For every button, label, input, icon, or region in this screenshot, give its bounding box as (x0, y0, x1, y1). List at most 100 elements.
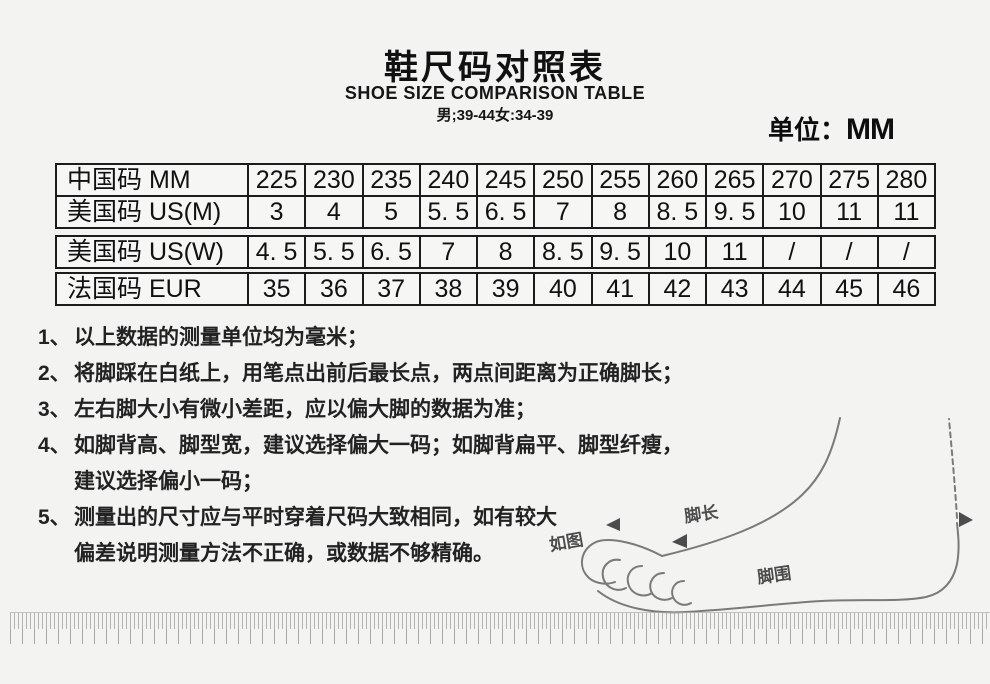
size-cell: 230 (304, 163, 364, 197)
size-cell: 225 (246, 163, 307, 197)
size-row-label: 中国码 MM (55, 163, 249, 197)
size-cell: 43 (704, 272, 765, 306)
size-cell: 11 (819, 195, 879, 229)
note-number: 2、 (38, 362, 71, 385)
note-text: 左右脚大小有微小差距，应以偏大脚的数据为准； (74, 398, 536, 421)
size-table-block-china-usm: 中国码 MM 225 230 235 240 245 250 255 260 265 270 275 2… (55, 163, 937, 229)
size-cell: 35 (246, 272, 307, 306)
size-cell: 6. 5 (475, 195, 536, 229)
size-cell: 4. 5 (246, 235, 307, 269)
page-title: 鞋尺码对照表 (384, 49, 606, 87)
size-cell: 5 (361, 195, 421, 229)
size-cell: 270 (762, 163, 822, 197)
size-cell: 4 (304, 195, 364, 229)
unit-label: 单位： (768, 115, 847, 145)
size-cell: 280 (876, 163, 937, 197)
table-row: 中国码 MM 225 230 235 240 245 250 255 260 265 270 275 2… (55, 163, 937, 197)
size-cell: 6. 5 (361, 235, 421, 269)
note-item: 3、 左右脚大小有微小差距，应以偏大脚的数据为准； (38, 392, 738, 428)
note-text: 将脚踩在白纸上，用笔点出前后最长点，两点间距离为正确脚长； (74, 362, 683, 385)
size-table-block-eur: 法国码 EUR 35 36 37 38 39 40 41 42 43 44 45 46 (55, 272, 937, 306)
size-cell: 9. 5 (590, 235, 650, 269)
note-number: 1、 (38, 326, 71, 349)
size-cell: 44 (762, 272, 822, 306)
size-cell: 8 (590, 195, 650, 229)
foot-length-label: 脚长 (683, 502, 720, 527)
unit-value: MM (846, 113, 895, 146)
note-item: 4、 如脚背高、脚型宽，建议选择偏大一码；如脚背扁平、脚型纤瘦， 建议选择偏小一… (38, 428, 738, 500)
size-row-label: 法国码 EUR (55, 272, 249, 306)
size-cell: 5. 5 (304, 235, 364, 269)
unit-indicator: 单位：MM (768, 110, 895, 147)
foot-toe-curl (626, 565, 653, 597)
note-text-line1: 如脚背高、脚型宽，建议选择偏大一码；如脚背扁平、脚型纤瘦， (74, 434, 683, 457)
as-shown-arrow-icon (606, 518, 620, 531)
size-table-block-usw: 美国码 US(W) 4. 5 5. 5 6. 5 7 8 8. 5 9. 5 10 11// / (55, 235, 937, 269)
foot-toe-curl (649, 572, 673, 601)
note-number: 5、 (38, 506, 71, 529)
size-range-note: 男;39-44女:34-39 (436, 107, 554, 124)
note-item: 5、 测量出的尺寸应与平时穿着尺码大致相同，如有较大 偏差说明测量方法不正确，或… (38, 500, 738, 572)
size-cell: 46 (876, 272, 937, 306)
foot-sketch-illustration (581, 417, 973, 614)
note-text-line1: 测量出的尺寸应与平时穿着尺码大致相同，如有较大 (74, 506, 557, 529)
size-cell: 255 (590, 163, 650, 197)
size-cell: 36 (304, 272, 364, 306)
size-cell: 10 (762, 195, 822, 229)
ruler-scale (10, 612, 990, 647)
size-cell: 3 (246, 195, 307, 229)
size-cell: 11 (704, 235, 765, 269)
size-cell: 37 (361, 272, 421, 306)
note-text: 以上数据的测量单位均为毫米； (74, 326, 368, 349)
table-row: 美国码 US(M) 3 4 5 5. 5 6. 5 7 8 8. 5 9. 5 10 11 11 (55, 195, 937, 229)
foot-girth-label: 脚围 (756, 563, 793, 588)
heel-arrow-icon (959, 512, 973, 527)
size-cell: 7 (418, 235, 479, 269)
size-row-label: 美国码 US(M) (55, 195, 249, 229)
size-cell: 39 (475, 272, 536, 306)
note-number: 4、 (38, 434, 71, 457)
size-cell: 8. 5 (647, 195, 708, 229)
size-row-label: 美国码 US(W) (55, 235, 249, 269)
size-cell: 40 (533, 272, 593, 306)
table-row: 美国码 US(W) 4. 5 5. 5 6. 5 7 8 8. 5 9. 5 10 11// / (55, 235, 937, 269)
foot-toe-curl (601, 558, 627, 591)
size-cell: 250 (533, 163, 593, 197)
foot-ankle-back-dashed-line (948, 418, 958, 519)
size-cell: 11 (876, 195, 937, 229)
size-cell: 275 (819, 163, 879, 197)
note-text-line2: 建议选择偏小一码； (74, 470, 263, 493)
size-cell: 7 (533, 195, 593, 229)
table-row: 法国码 EUR 35 36 37 38 39 40 41 42 43 44 45 46 (55, 272, 937, 306)
page-subtitle: SHOE SIZE COMPARISON TABLE (344, 83, 646, 103)
size-cell: 265 (704, 163, 765, 197)
size-cell: / (876, 235, 937, 269)
size-cell: 8 (475, 235, 536, 269)
foot-big-toe-line (581, 539, 663, 585)
size-cell: 45 (819, 272, 879, 306)
size-cell: / (762, 235, 822, 269)
note-text: 如脚背高、脚型宽，建议选择偏大一码；如脚背扁平、脚型纤瘦， 建议选择偏小一码； (74, 428, 738, 500)
size-cell: / (819, 235, 879, 269)
note-text-line2: 偏差说明测量方法不正确，或数据不够精确。 (74, 542, 494, 565)
size-cell: 5. 5 (418, 195, 479, 229)
notes-list: 1、 以上数据的测量单位均为毫米； 2、 将脚踩在白纸上，用笔点出前后最长点，两… (38, 320, 738, 572)
foot-toe-curl (671, 580, 692, 606)
foot-length-arrow-icon (672, 534, 687, 548)
note-item: 2、 将脚踩在白纸上，用笔点出前后最长点，两点间距离为正确脚长； (38, 356, 738, 392)
size-cell: 42 (647, 272, 708, 306)
note-text: 测量出的尺寸应与平时穿着尺码大致相同，如有较大 偏差说明测量方法不正确，或数据不… (74, 500, 738, 572)
note-number: 3、 (38, 398, 71, 421)
size-cell: 9. 5 (704, 195, 765, 229)
size-cell: 38 (418, 272, 479, 306)
size-cell: 41 (590, 272, 650, 306)
note-item: 1、 以上数据的测量单位均为毫米； (38, 320, 738, 356)
size-cell: 240 (418, 163, 479, 197)
size-cell: 8. 5 (533, 235, 593, 269)
size-cell: 10 (647, 235, 708, 269)
size-cell: 260 (647, 163, 708, 197)
size-cell: 245 (475, 163, 536, 197)
size-cell: 235 (361, 163, 421, 197)
foot-instep-line (661, 417, 841, 557)
